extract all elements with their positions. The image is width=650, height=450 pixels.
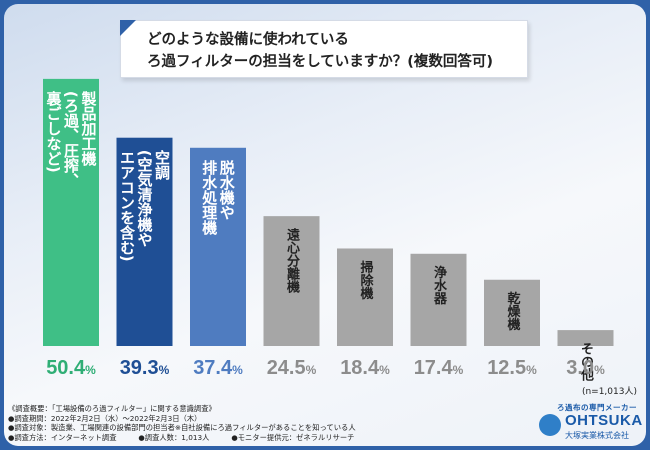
bar-label: エアコンを含む) xyxy=(118,150,136,262)
value-label: 39.3% xyxy=(120,357,170,379)
logo-tagline: ろ過布の専門メーカー xyxy=(557,403,637,412)
company-logo: ろ過布の専門メーカー OHTSUKA 大塚実業株式会社 xyxy=(537,402,645,446)
value-label: 50.4% xyxy=(46,357,96,379)
value-label: 17.4% xyxy=(414,357,464,379)
bar-label: 裏ごしなど) xyxy=(45,90,63,173)
survey-info-line-3: ●調査対象：製造業、工場関連の設備部門の担当者※自社設備にろ過フィルターがあるこ… xyxy=(8,423,356,433)
bar-label: 遠心分離機 xyxy=(284,228,300,295)
survey-info-line-4: ●調査方法：インターネット調査 ●調査人数：1,013人 ●モニター提供元：ゼネ… xyxy=(8,432,355,442)
survey-info-line-2: ●調査期間：2022年2月2日（水）～2022年2月3日（木） xyxy=(8,413,202,423)
title-line-1: どのような設備に使われている xyxy=(147,32,349,48)
survey-info: 《調査概要：「工場設備のろ過フィルター」に関する意識調査》 ●調査期間：2022… xyxy=(8,404,453,442)
bar xyxy=(263,216,320,346)
bar-label: 空調 xyxy=(153,149,171,181)
survey-info-line-1: 《調査概要：「工場設備のろ過フィルター」に関する意識調査》 xyxy=(8,404,216,413)
value-label: 37.4% xyxy=(193,357,243,379)
value-label: 18.4% xyxy=(340,357,390,379)
logo-brand: OHTSUKA xyxy=(565,412,643,429)
bar xyxy=(190,147,246,346)
bar-label: 排水処理機 xyxy=(200,159,218,236)
bar-label: 乾燥機 xyxy=(505,291,521,332)
value-label: 24.5% xyxy=(267,357,317,379)
logo-mark-icon xyxy=(539,414,561,436)
bar xyxy=(337,248,393,346)
bar-label: その他 xyxy=(578,342,595,382)
bar xyxy=(43,78,99,346)
bar-label: 浄水器 xyxy=(431,265,448,306)
chart-card: どのような設備に使われている ろ過フィルターの担当をしていますか？(複数回答可) xyxy=(4,4,646,446)
title-corner-accent xyxy=(120,20,136,36)
sample-size-label: (n=1,013人) xyxy=(582,386,637,397)
bar-label: (空気清浄機や xyxy=(136,150,154,247)
bar xyxy=(484,279,540,346)
bar xyxy=(557,330,614,346)
bar-label: 掃除機 xyxy=(358,260,374,301)
logo-company: 大塚実業株式会社 xyxy=(565,431,629,440)
bar xyxy=(410,253,467,346)
bar-label: 製品加工機 xyxy=(80,90,98,167)
bar-label: 脱水機や xyxy=(218,159,236,220)
value-label: 3.0% xyxy=(566,357,605,379)
bar xyxy=(116,137,173,346)
bar-chart: 製品加工機(ろ過、圧搾、裏ごしなど) 50.4% 空調(空気清浄機やエアコンを含む)… xyxy=(43,78,637,397)
bar-label: (ろ過、圧搾、 xyxy=(62,91,80,188)
title-line-2: ろ過フィルターの担当をしていますか？(複数回答可) xyxy=(147,54,494,70)
title-box: どのような設備に使われている ろ過フィルターの担当をしていますか？(複数回答可) xyxy=(120,20,528,78)
value-label: 12.5% xyxy=(487,357,537,379)
